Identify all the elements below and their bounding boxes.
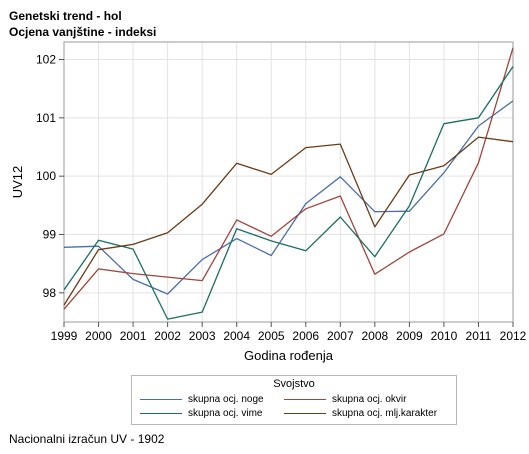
x-tick-label: 2009 [396,329,423,343]
series-line-1 [63,100,514,295]
x-tick-label: 2000 [85,329,112,343]
x-tick-label: 2007 [327,329,354,343]
chart-title: Genetski trend - hol [9,9,122,23]
legend-item-mlj-karakter: skupna ocj. mlj.karakter [284,408,437,419]
x-tick-label: 2010 [431,329,458,343]
plot-frame [63,41,514,323]
x-tick-label: 2002 [154,329,181,343]
line-chart: 98 99 100 101 102 1999 2000 2001 2002 2003 2004 200… [10,41,527,363]
legend-item-okvir: skupna ocj. okvir [284,394,406,405]
chart-subtitle: Ocjena vanjštine - indeksi [9,25,157,39]
y-tick-label: 100 [36,169,56,183]
x-tick-label: 2004 [223,329,250,343]
x-tick-label: 2001 [120,329,147,343]
y-tick-label: 98 [43,286,57,300]
legend-item-noge: skupna ocj. noge [140,394,264,405]
legend-swatch-noge [140,399,182,400]
legend-swatch-okvir [284,399,326,400]
legend-label-vime: skupna ocj. vime [188,408,263,419]
legend-label-noge: skupna ocj. noge [188,394,264,405]
x-axis-label: Godina rođenja [244,348,334,363]
legend-title: Svojstvo [273,378,315,390]
x-tick-label: 2012 [500,329,527,343]
legend-label-okvir: skupna ocj. okvir [332,394,407,405]
series-line-3 [63,66,514,320]
series-line-4 [63,136,514,306]
y-tick-label: 101 [36,111,56,125]
x-tick-label: 2008 [361,329,388,343]
y-tick-label: 99 [43,228,57,242]
x-tick-label: 2005 [258,329,285,343]
x-tick-label: 2003 [189,329,216,343]
legend-swatch-mlj-karakter [284,413,326,414]
series-line-2 [63,47,514,310]
legend-item-vime: skupna ocj. vime [140,408,262,419]
x-tick-label: 1999 [51,329,78,343]
y-axis-label: UV12 [10,166,25,199]
legend-swatch-vime [140,413,182,414]
footer-note: Nacionalni izračun UV - 1902 [9,432,165,446]
y-tick-label: 102 [36,53,56,67]
legend-label-mlj-karakter: skupna ocj. mlj.karakter [332,408,438,419]
x-tick-label: 2011 [466,329,492,343]
x-tick-label: 2006 [292,329,319,343]
legend: Svojstvo skupna ocj. noge skupna ocj. ok… [131,375,457,425]
